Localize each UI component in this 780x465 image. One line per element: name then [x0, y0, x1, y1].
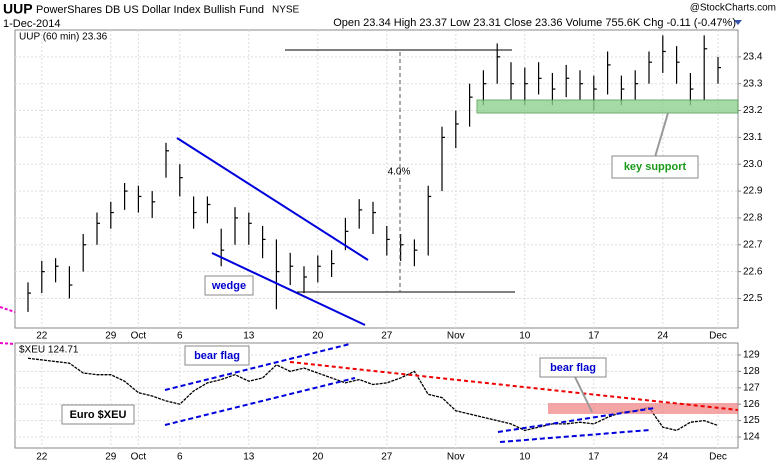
x-tick-label: 13 — [243, 331, 255, 342]
flag-line — [497, 407, 656, 433]
price-panel: 22.5 22.6 22.7 22.8 22.9 23.0 23.1 23.2 23.3 23.4… — [14, 29, 763, 342]
x-tick-label: 27 — [381, 331, 393, 342]
x-tick-label: 17 — [588, 331, 600, 342]
x-tick-label: 13 — [243, 452, 255, 463]
y-tick-label: 23.0 — [743, 159, 763, 170]
note-box — [611, 155, 699, 179]
y-tick-label: 22.6 — [743, 266, 763, 277]
x-tick-label: Nov — [447, 452, 465, 463]
legend-entry: $XEU 124.71 — [19, 345, 79, 356]
flag-line — [499, 429, 651, 443]
x-tick-label: Dec — [709, 452, 727, 463]
y-tick-label: 124 — [743, 432, 760, 443]
note: key support — [624, 161, 687, 173]
callout-line — [574, 376, 593, 413]
x-tick-label: 22 — [36, 331, 48, 342]
y-tick-label: 22.9 — [743, 186, 763, 197]
note: wedge — [211, 280, 246, 292]
y-tick-label: 125 — [743, 415, 760, 426]
xeu-panel: 124 125 126 127 128 129 22 29 Oct 6 13 20 27 Nov 10 17 2… — [14, 342, 760, 463]
date: 1-Dec-2014 — [3, 18, 60, 30]
fund-name: PowerShares DB US Dollar Index Bullish F… — [36, 4, 264, 16]
symbol: UUP — [3, 1, 33, 17]
x-tick-label: 29 — [105, 331, 117, 342]
support-zone — [476, 99, 739, 114]
measure-label: 4.0% — [388, 167, 411, 178]
y-tick-label: 23.3 — [743, 78, 763, 89]
x-tick-label: 24 — [657, 331, 669, 342]
exchange: NYSE — [272, 5, 300, 16]
x-tick-label: 20 — [312, 331, 324, 342]
resistance-zone — [548, 403, 738, 414]
y-tick-label: 126 — [743, 399, 760, 410]
credit: @StockCharts.com — [690, 3, 776, 14]
note-box — [204, 275, 254, 296]
flag-line — [164, 377, 356, 426]
x-tick-label: 10 — [519, 452, 531, 463]
dropdown-arrow[interactable] — [734, 20, 742, 25]
x-tick-label: 17 — [588, 452, 600, 463]
x-tick-label: 22 — [36, 452, 48, 463]
x-tick-label: Oct — [131, 452, 147, 463]
y-tick-label: 22.7 — [743, 239, 763, 250]
trend-line — [0, 342, 16, 345]
x-tick-label: 6 — [177, 452, 183, 463]
y-tick-label: 23.1 — [743, 132, 763, 143]
y-tick-label: 22.8 — [743, 213, 763, 224]
y-tick-label: 127 — [743, 382, 760, 393]
x-tick-label: Oct — [131, 331, 147, 342]
wedge-line — [176, 137, 369, 261]
note-box — [184, 345, 250, 366]
y-tick-label: 22.5 — [743, 293, 763, 304]
note-box — [61, 404, 135, 425]
x-tick-label: 6 — [177, 331, 183, 342]
plot-area — [14, 342, 739, 449]
trend-line — [289, 361, 739, 411]
legend-entry: UUP (60 min) 23.36 — [19, 32, 108, 43]
x-tick-label: 20 — [312, 452, 324, 463]
note: bear flag — [550, 362, 596, 374]
note: bear flag — [194, 350, 240, 362]
note: Euro $XEU — [70, 409, 127, 421]
y-tick-label: 23.4 — [743, 51, 763, 62]
x-tick-label: Dec — [709, 331, 727, 342]
wedge-line — [211, 252, 366, 326]
quote: Open 23.34 High 23.37 Low 23.31 Close 23… — [333, 17, 736, 29]
note-box — [539, 357, 607, 378]
x-tick-label: 24 — [657, 452, 669, 463]
callout-line — [654, 112, 669, 158]
y-tick-label: 128 — [743, 366, 760, 377]
x-tick-label: 10 — [519, 331, 531, 342]
y-tick-label: 129 — [743, 350, 760, 361]
series-line — [27, 357, 719, 432]
x-tick-label: 29 — [105, 452, 117, 463]
x-tick-label: 27 — [381, 452, 393, 463]
y-tick-label: 23.2 — [743, 105, 763, 116]
trend-line — [0, 306, 16, 313]
plot-area — [14, 29, 739, 329]
x-tick-label: Nov — [447, 331, 465, 342]
